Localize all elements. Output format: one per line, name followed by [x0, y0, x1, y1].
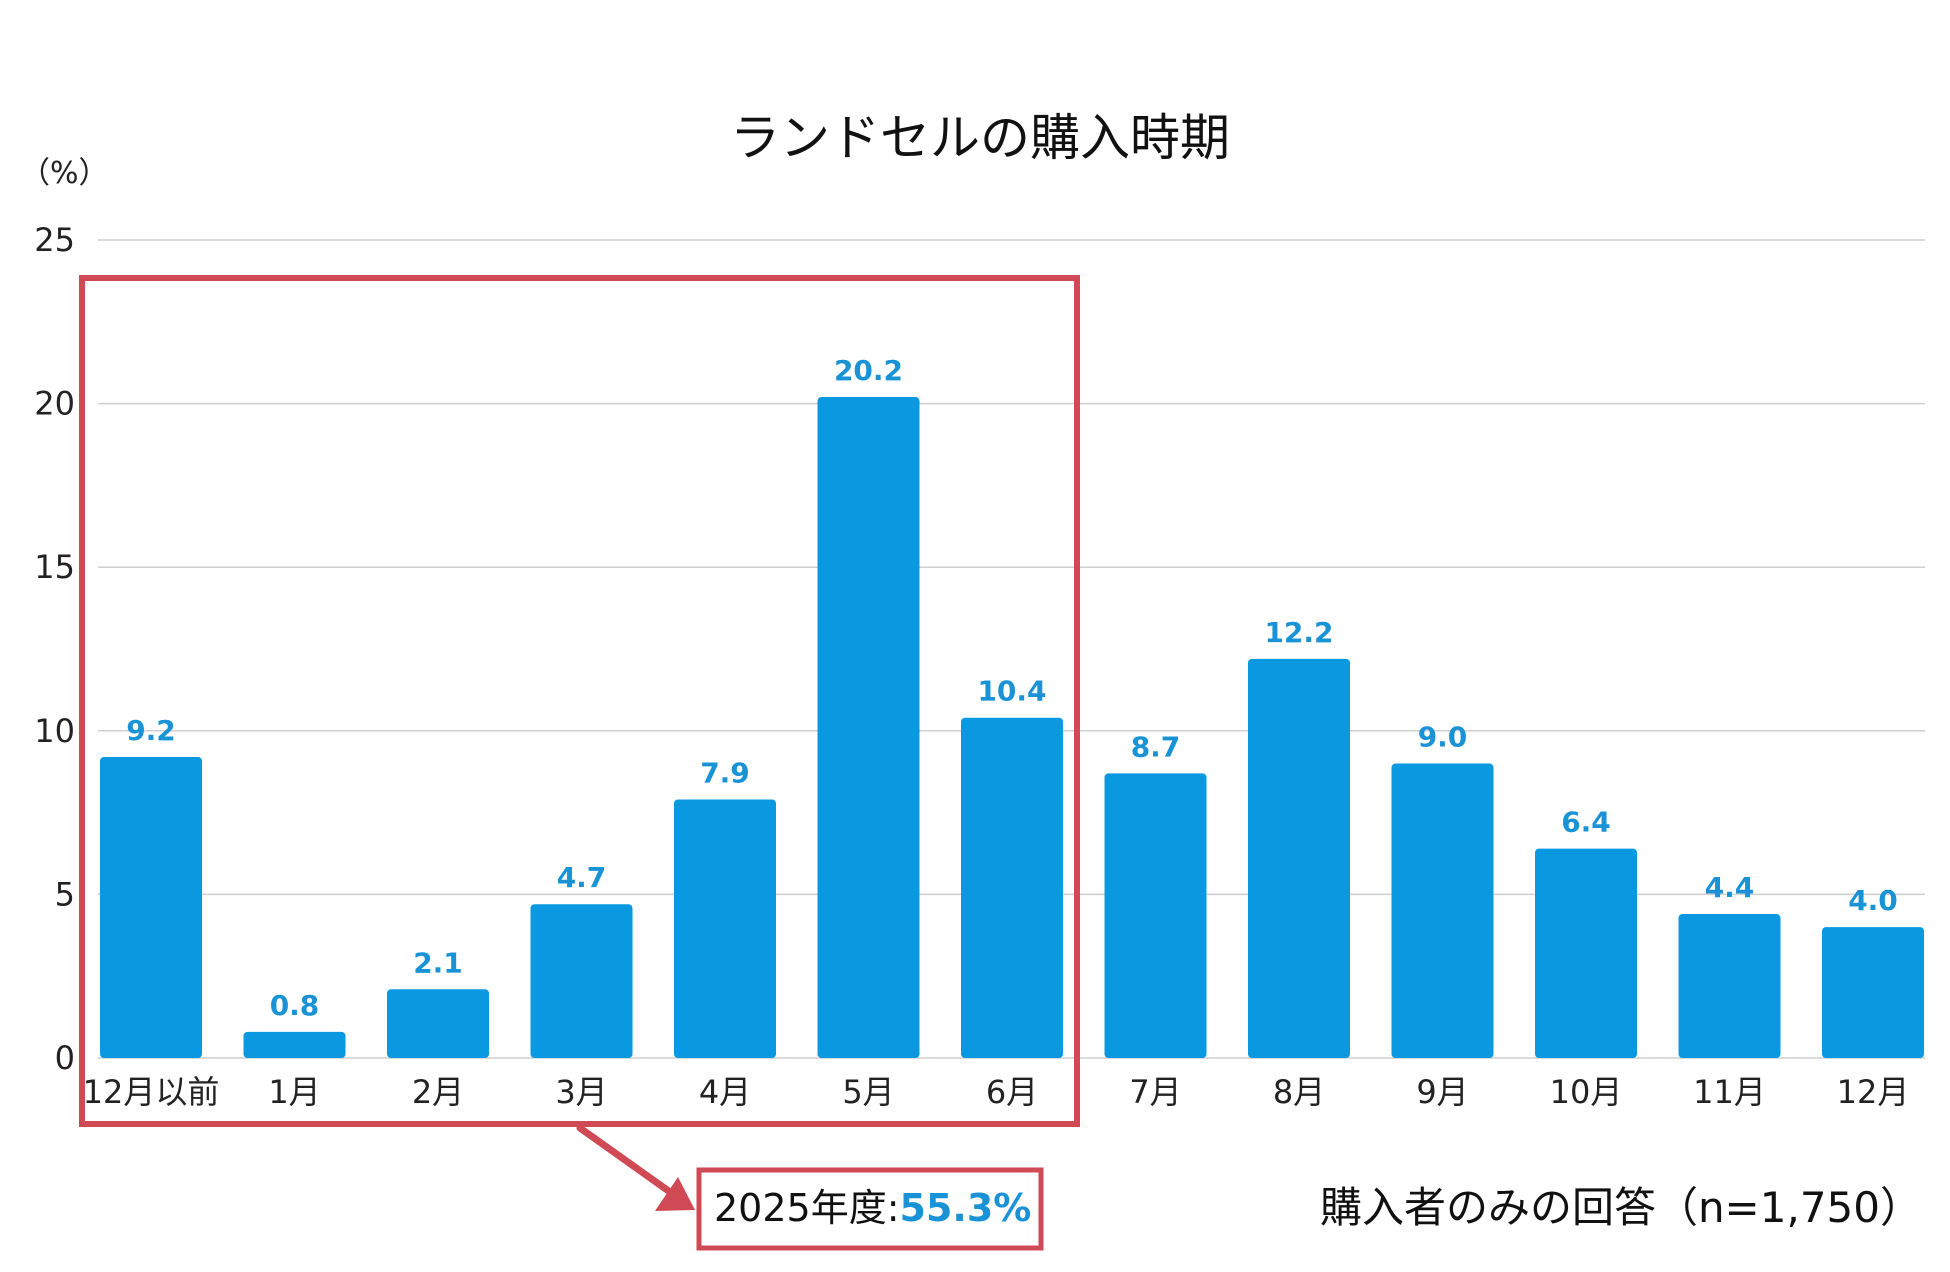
bar	[817, 397, 920, 1058]
bar	[1535, 848, 1637, 1058]
bar	[1391, 763, 1494, 1058]
callout-text: 2025年度:55.3%	[714, 1186, 1031, 1230]
bar	[674, 799, 776, 1058]
x-tick-label: 1月	[268, 1073, 320, 1111]
data-label: 10.4	[977, 675, 1046, 708]
callout-arrow-line	[576, 1124, 674, 1196]
x-tick-label: 11月	[1693, 1073, 1766, 1111]
highlight-callout: 2025年度:55.3%	[79, 275, 1080, 1251]
callout-arrow-head	[655, 1177, 695, 1211]
callout-box	[696, 1167, 1044, 1251]
bar	[961, 717, 1063, 1058]
x-tick-label: 12月	[1837, 1073, 1910, 1111]
x-tick-label: 9月	[1416, 1073, 1468, 1111]
bar	[1248, 658, 1350, 1058]
callout-value: 55.3%	[900, 1186, 1032, 1230]
y-tick-label: 5	[55, 875, 75, 913]
y-tick-label: 15	[34, 548, 75, 586]
data-label: 4.4	[1705, 871, 1755, 904]
data-label: 12.2	[1264, 616, 1333, 649]
x-tick-label: 8月	[1273, 1073, 1325, 1111]
data-label: 9.2	[126, 714, 176, 747]
y-axis-ticks: 0 5 10 15 20 25	[34, 221, 75, 1077]
y-tick-label: 0	[55, 1039, 75, 1077]
data-label: 0.8	[270, 989, 320, 1022]
y-tick-label: 25	[34, 221, 75, 259]
bars	[100, 397, 1924, 1058]
bar	[387, 989, 489, 1058]
x-tick-label: 10月	[1550, 1073, 1623, 1111]
x-tick-label: 7月	[1129, 1073, 1181, 1111]
chart-title: ランドセルの購入時期	[730, 109, 1230, 167]
data-label: 20.2	[834, 354, 903, 387]
x-tick-label: 6月	[986, 1073, 1038, 1111]
x-tick-label: 5月	[842, 1073, 894, 1111]
bar	[1678, 914, 1781, 1058]
highlight-box	[79, 275, 1080, 1127]
sample-note: 購入者のみの回答（n=1,750）	[1320, 1183, 1922, 1232]
bar	[243, 1031, 346, 1058]
callout-prefix: 2025年度:	[714, 1186, 900, 1230]
data-label: 6.4	[1561, 806, 1611, 839]
data-label: 4.0	[1848, 884, 1898, 917]
data-labels: 9.2 0.8 2.1 4.7 7.9 20.2 10.4 8.7 12.2 9.0 6.4 4.4 4…	[126, 354, 1898, 1022]
y-tick-label: 20	[34, 385, 75, 423]
x-tick-label: 2月	[412, 1073, 464, 1111]
y-tick-label: 10	[34, 712, 75, 750]
data-label: 8.7	[1131, 730, 1181, 763]
bar	[1822, 927, 1924, 1058]
data-label: 7.9	[700, 757, 750, 790]
bar	[1104, 773, 1207, 1058]
bar	[100, 756, 202, 1058]
data-label: 9.0	[1418, 721, 1468, 754]
y-axis-unit-label: （%）	[20, 156, 109, 191]
x-tick-label: 12月以前	[83, 1073, 220, 1111]
bar	[530, 904, 633, 1058]
x-axis-ticks: 12月以前 1月 2月 3月 4月 5月 6月 7月 8月 9月 10月 11月 12月	[83, 1073, 1910, 1111]
data-label: 2.1	[413, 946, 463, 979]
data-label: 4.7	[557, 861, 607, 894]
x-tick-label: 4月	[699, 1073, 751, 1111]
x-tick-label: 3月	[555, 1073, 607, 1111]
